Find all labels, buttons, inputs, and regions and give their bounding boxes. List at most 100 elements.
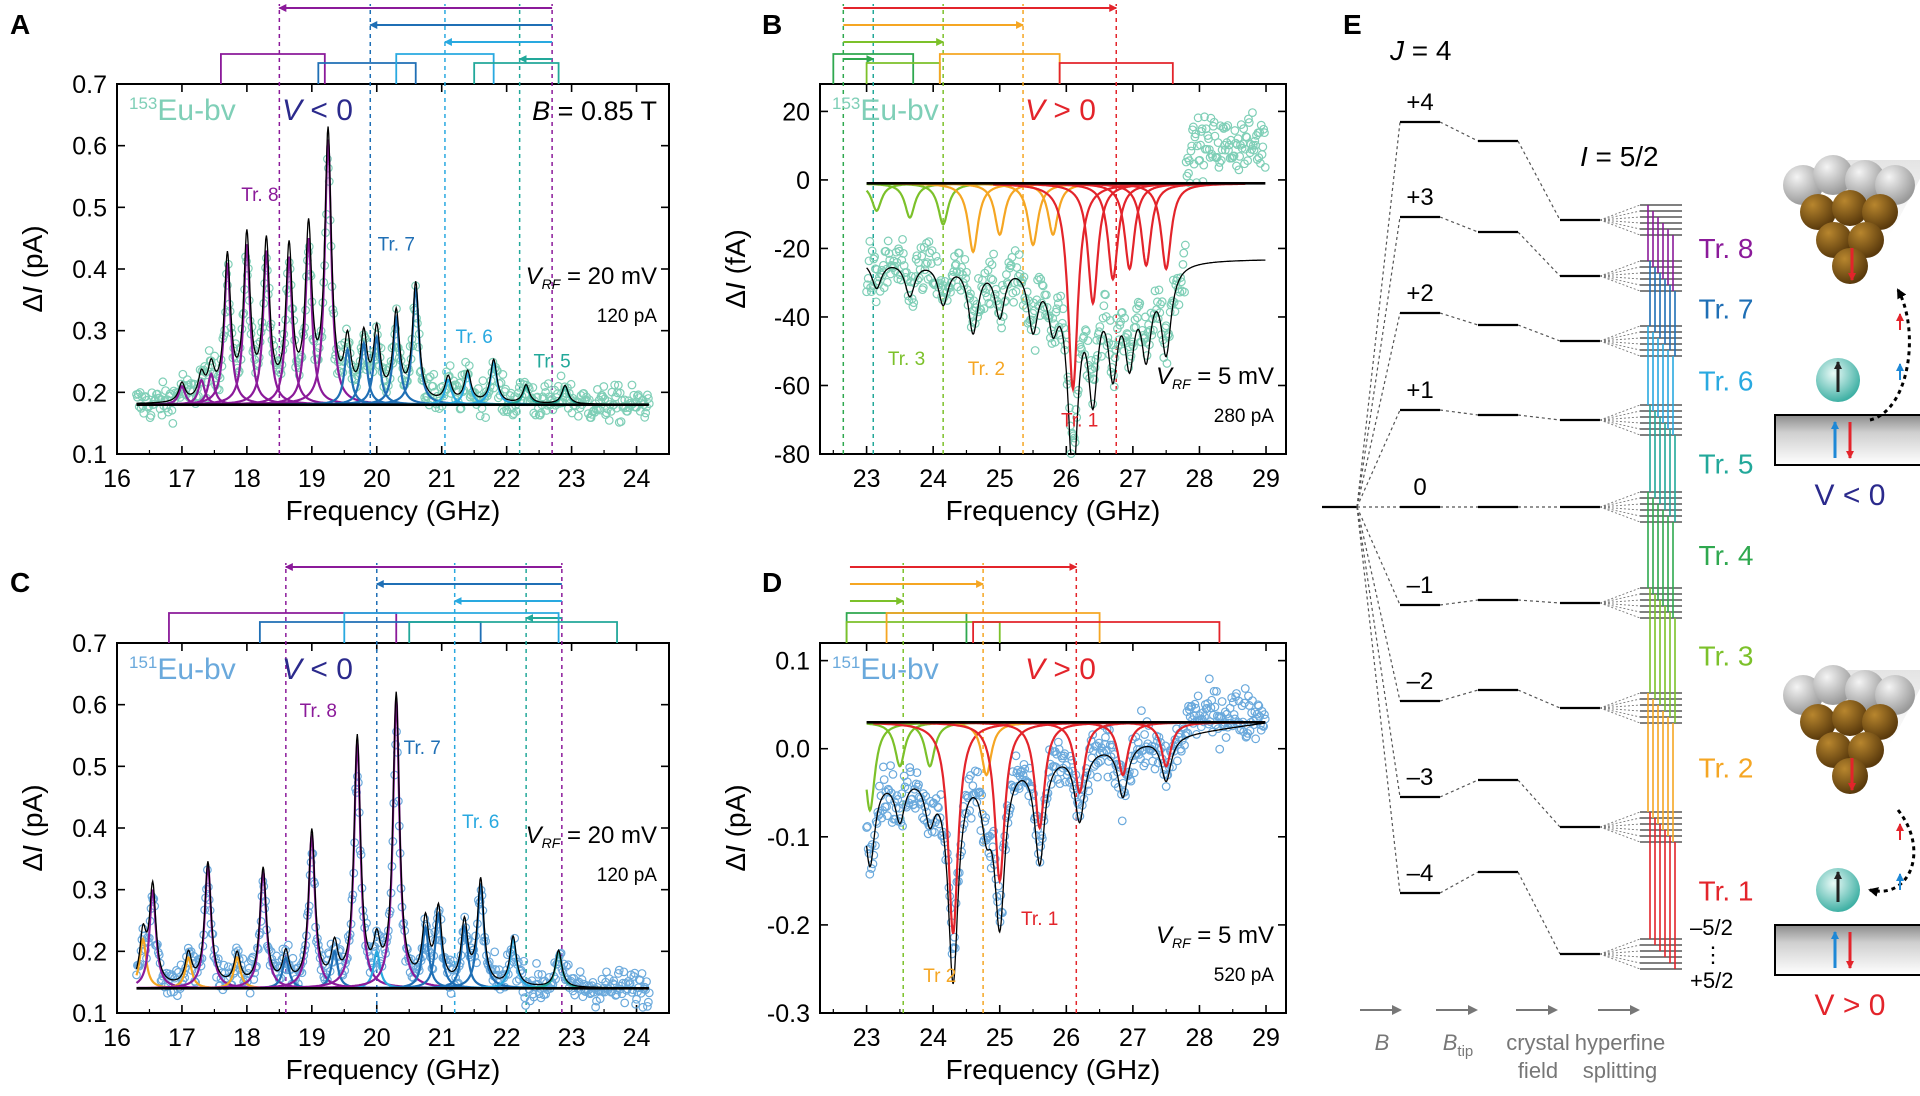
data-point bbox=[1073, 389, 1082, 399]
hyperfine-fan bbox=[1599, 260, 1641, 277]
data-point bbox=[543, 379, 553, 389]
data-point bbox=[532, 958, 541, 968]
data-point bbox=[917, 251, 927, 261]
data-point bbox=[986, 274, 996, 284]
data-point bbox=[1000, 831, 1010, 841]
y-tick-label: 0.2 bbox=[72, 379, 107, 407]
data-point bbox=[882, 277, 892, 287]
hyperfine-fan bbox=[1599, 503, 1641, 508]
data-point bbox=[968, 781, 978, 791]
diagram-transition-label-tr1: Tr. 1 bbox=[1699, 876, 1754, 907]
y-tick-label: 20 bbox=[782, 98, 810, 126]
y-tick-label: 0.4 bbox=[72, 256, 107, 284]
data-point bbox=[1248, 108, 1257, 118]
hyperfine-fan bbox=[1599, 944, 1641, 955]
data-point bbox=[598, 392, 608, 402]
data-point bbox=[976, 826, 986, 835]
data-point bbox=[1099, 748, 1109, 758]
y-tick-label: -20 bbox=[774, 235, 810, 263]
data-point bbox=[135, 388, 145, 397]
y-tick-label: 0.4 bbox=[72, 815, 107, 843]
data-point bbox=[1234, 165, 1244, 175]
tip-atom-brown bbox=[1816, 222, 1852, 258]
hyperfine-fan bbox=[1599, 275, 1641, 280]
x-tick-label: 24 bbox=[919, 465, 947, 493]
data-point bbox=[867, 246, 877, 256]
data-point bbox=[519, 956, 529, 966]
data-point bbox=[210, 351, 220, 361]
current-label: 120 pA bbox=[597, 865, 658, 886]
data-point bbox=[994, 881, 1003, 891]
data-point bbox=[981, 288, 991, 298]
data-point bbox=[1056, 291, 1066, 301]
data-point bbox=[879, 775, 889, 785]
tip-bias-label: V < 0 bbox=[1815, 479, 1886, 512]
x-tick-label: 26 bbox=[1052, 1024, 1080, 1052]
data-point bbox=[1176, 277, 1186, 287]
connector-line bbox=[1439, 409, 1479, 416]
isotope-title: 151Eu-bv bbox=[832, 653, 939, 686]
data-point bbox=[619, 967, 629, 977]
x-tick-label: 20 bbox=[363, 465, 391, 493]
data-point bbox=[934, 803, 943, 813]
data-point bbox=[478, 376, 488, 386]
data-point bbox=[862, 821, 872, 831]
y-tick-label: 0.6 bbox=[72, 133, 107, 161]
data-point bbox=[1161, 782, 1171, 791]
diagram-transition-label-tr7: Tr. 7 bbox=[1699, 294, 1754, 325]
data-point bbox=[1212, 686, 1221, 696]
hyperfine-fan bbox=[1599, 219, 1641, 236]
hyperfine-fan bbox=[1599, 506, 1641, 511]
data-point bbox=[998, 312, 1008, 322]
y-axis-label: ΔI (pA) bbox=[720, 784, 751, 871]
hyperfine-fan bbox=[1599, 272, 1641, 277]
data-point bbox=[1111, 345, 1121, 354]
data-point bbox=[620, 998, 630, 1008]
data-point bbox=[1123, 330, 1133, 340]
y-tick-label: 0.0 bbox=[775, 736, 810, 764]
data-point bbox=[1053, 737, 1063, 747]
data-point bbox=[998, 280, 1007, 290]
data-point bbox=[892, 791, 902, 801]
data-point bbox=[892, 257, 902, 267]
data-point bbox=[896, 275, 906, 285]
data-point bbox=[1083, 780, 1093, 789]
data-point bbox=[1199, 160, 1209, 170]
panel-letter-e: E bbox=[1343, 9, 1362, 40]
data-point bbox=[1260, 710, 1269, 719]
hyperfine-fan bbox=[1599, 210, 1641, 221]
data-point bbox=[1117, 308, 1127, 317]
data-point bbox=[428, 381, 438, 391]
stage-label: crystal bbox=[1506, 1030, 1570, 1055]
data-point bbox=[1141, 312, 1150, 322]
fan-line bbox=[1356, 409, 1401, 508]
x-axis-label: Frequency (GHz) bbox=[946, 495, 1161, 526]
data-point bbox=[158, 377, 168, 387]
data-point bbox=[996, 890, 1006, 900]
data-point bbox=[1097, 351, 1106, 361]
data-point bbox=[901, 272, 911, 282]
tip-atom-brown bbox=[1800, 704, 1836, 740]
data-point bbox=[870, 252, 879, 262]
hyperfine-fan bbox=[1599, 497, 1641, 508]
data-point bbox=[498, 370, 508, 379]
data-point bbox=[962, 267, 971, 277]
tunneling-path bbox=[1868, 809, 1916, 897]
data-point bbox=[460, 912, 470, 922]
fit-peak-11 bbox=[1066, 182, 1226, 268]
connector-line bbox=[1517, 140, 1561, 221]
data-point bbox=[353, 371, 362, 381]
x-tick-label: 23 bbox=[558, 465, 586, 493]
x-tick-label: 23 bbox=[853, 1024, 881, 1052]
bracket-tr8 bbox=[220, 53, 326, 84]
data-point bbox=[909, 298, 919, 308]
transition-label-tr6: Tr. 6 bbox=[462, 812, 499, 833]
data-point bbox=[866, 283, 875, 292]
data-point bbox=[989, 826, 999, 836]
x-axis-label: Frequency (GHz) bbox=[286, 495, 501, 526]
data-point bbox=[903, 784, 913, 794]
data-point bbox=[954, 248, 964, 258]
data-point bbox=[1221, 122, 1231, 132]
data-point bbox=[1221, 733, 1231, 742]
data-point bbox=[339, 357, 349, 366]
